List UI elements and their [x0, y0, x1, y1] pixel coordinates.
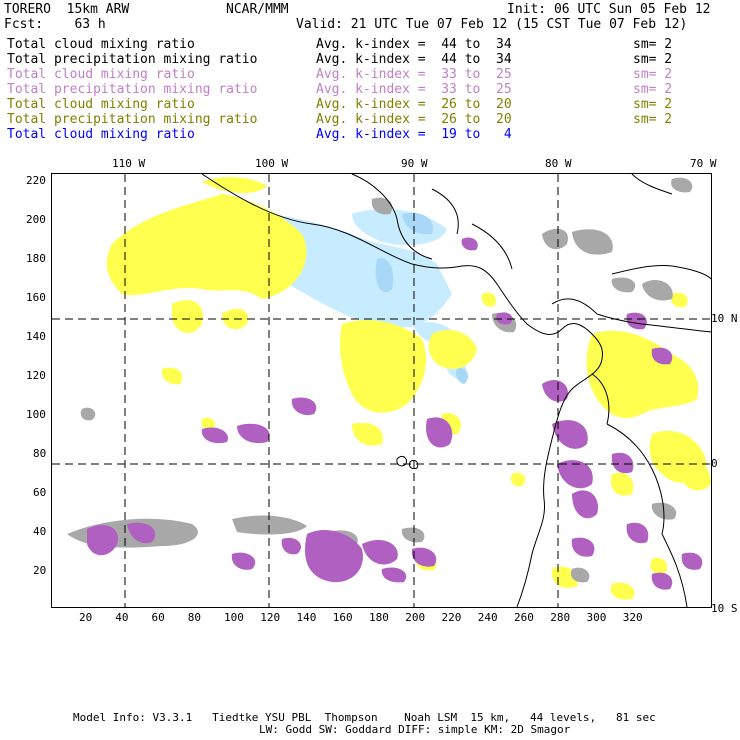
x-tick-label: 140: [296, 611, 317, 624]
legend-field: Total precipitation mixing ratio: [7, 82, 258, 97]
legend-field: Total cloud mixing ratio: [7, 127, 195, 142]
lat-label-10s: 10 S: [711, 602, 738, 615]
legend-kindex: Avg. k-index = 33 to 25: [316, 67, 512, 82]
y-tick-label: 20: [33, 564, 47, 577]
lat-lon-grid: [52, 174, 711, 607]
legend-field: Total cloud mixing ratio: [7, 37, 195, 52]
legend-smoothing: sm= 2: [633, 52, 673, 67]
lat-label-equator: 0: [711, 457, 718, 470]
legend-kindex: Avg. k-index = 19 to 4: [316, 127, 512, 142]
y-tick-label: 100: [26, 408, 46, 421]
legend-kindex: Avg. k-index = 33 to 25: [316, 82, 512, 97]
y-tick-label: 160: [26, 291, 46, 304]
y-tick-label: 140: [26, 330, 46, 343]
model-info-line2: LW: Godd SW: Goddard DIFF: simple KM: 2D…: [259, 723, 571, 736]
y-tick-label: 200: [26, 213, 46, 226]
model-title: TORERO 15km ARW: [4, 2, 130, 17]
x-tick-label: 100: [224, 611, 244, 624]
init-time: Init: 06 UTC Sun 05 Feb 12: [507, 2, 711, 17]
legend-kindex: Avg. k-index = 26 to 20: [316, 97, 512, 112]
legend-smoothing: sm= 2: [633, 37, 673, 52]
y-tick-label: 40: [33, 525, 47, 538]
x-tick-label: 280: [550, 611, 571, 624]
y-tick-label: 220: [26, 174, 46, 187]
map-canvas: [52, 174, 711, 607]
legend-smoothing: sm= 2: [633, 112, 673, 127]
legend-field: Total precipitation mixing ratio: [7, 112, 258, 127]
blue-cloud-areas: [375, 212, 468, 384]
y-tick-label: 80: [33, 447, 47, 460]
x-tick-label: 260: [514, 611, 534, 624]
x-tick-label: 220: [441, 611, 462, 624]
forecast-map: [51, 173, 712, 608]
x-tick-label: 320: [622, 611, 643, 624]
y-tick-label: 120: [26, 369, 46, 382]
y-tick-label: 180: [26, 252, 46, 265]
model-info-line1: Model Info: V3.3.1 Tiedtke YSU PBL Thomp…: [73, 711, 656, 724]
x-tick-label: 80: [187, 611, 201, 624]
legend-smoothing: sm= 2: [633, 97, 673, 112]
legend-smoothing: sm= 2: [633, 67, 673, 82]
forecast-hour: Fcst: 63 h: [4, 17, 106, 32]
legend-kindex: Avg. k-index = 44 to 34: [316, 52, 512, 67]
legend-kindex: Avg. k-index = 44 to 34: [316, 37, 512, 52]
x-tick-label: 180: [369, 611, 389, 624]
x-tick-label: 20: [79, 611, 93, 624]
organization-label: NCAR/MMM: [226, 2, 289, 17]
lon-label-80w: 80 W: [545, 157, 572, 170]
legend-kindex: Avg. k-index = 26 to 20: [316, 112, 512, 127]
x-tick-label: 120: [260, 611, 281, 624]
yellow-cloud-areas: [106, 177, 711, 600]
x-tick-label: 300: [586, 611, 607, 624]
lon-label-100w: 100 W: [255, 157, 289, 170]
x-tick-label: 60: [151, 611, 165, 624]
lon-label-110w: 110 W: [112, 157, 146, 170]
legend-field: Total cloud mixing ratio: [7, 67, 195, 82]
legend-field: Total precipitation mixing ratio: [7, 52, 258, 67]
legend-field: Total cloud mixing ratio: [7, 97, 195, 112]
x-tick-label: 160: [332, 611, 353, 624]
x-tick-label: 240: [477, 611, 498, 624]
lon-label-90w: 90 W: [401, 157, 428, 170]
lon-label-70w: 70 W: [690, 157, 717, 170]
coastlines: [201, 174, 711, 607]
valid-time: Valid: 21 UTC Tue 07 Feb 12 (15 CST Tue …: [296, 17, 688, 32]
x-tick-label: 40: [115, 611, 129, 624]
legend-smoothing: sm= 2: [633, 82, 673, 97]
purple-cloud-areas: [87, 237, 703, 590]
lat-label-10n: 10 N: [711, 312, 738, 325]
y-tick-label: 60: [33, 486, 47, 499]
x-tick-label: 200: [405, 611, 426, 624]
